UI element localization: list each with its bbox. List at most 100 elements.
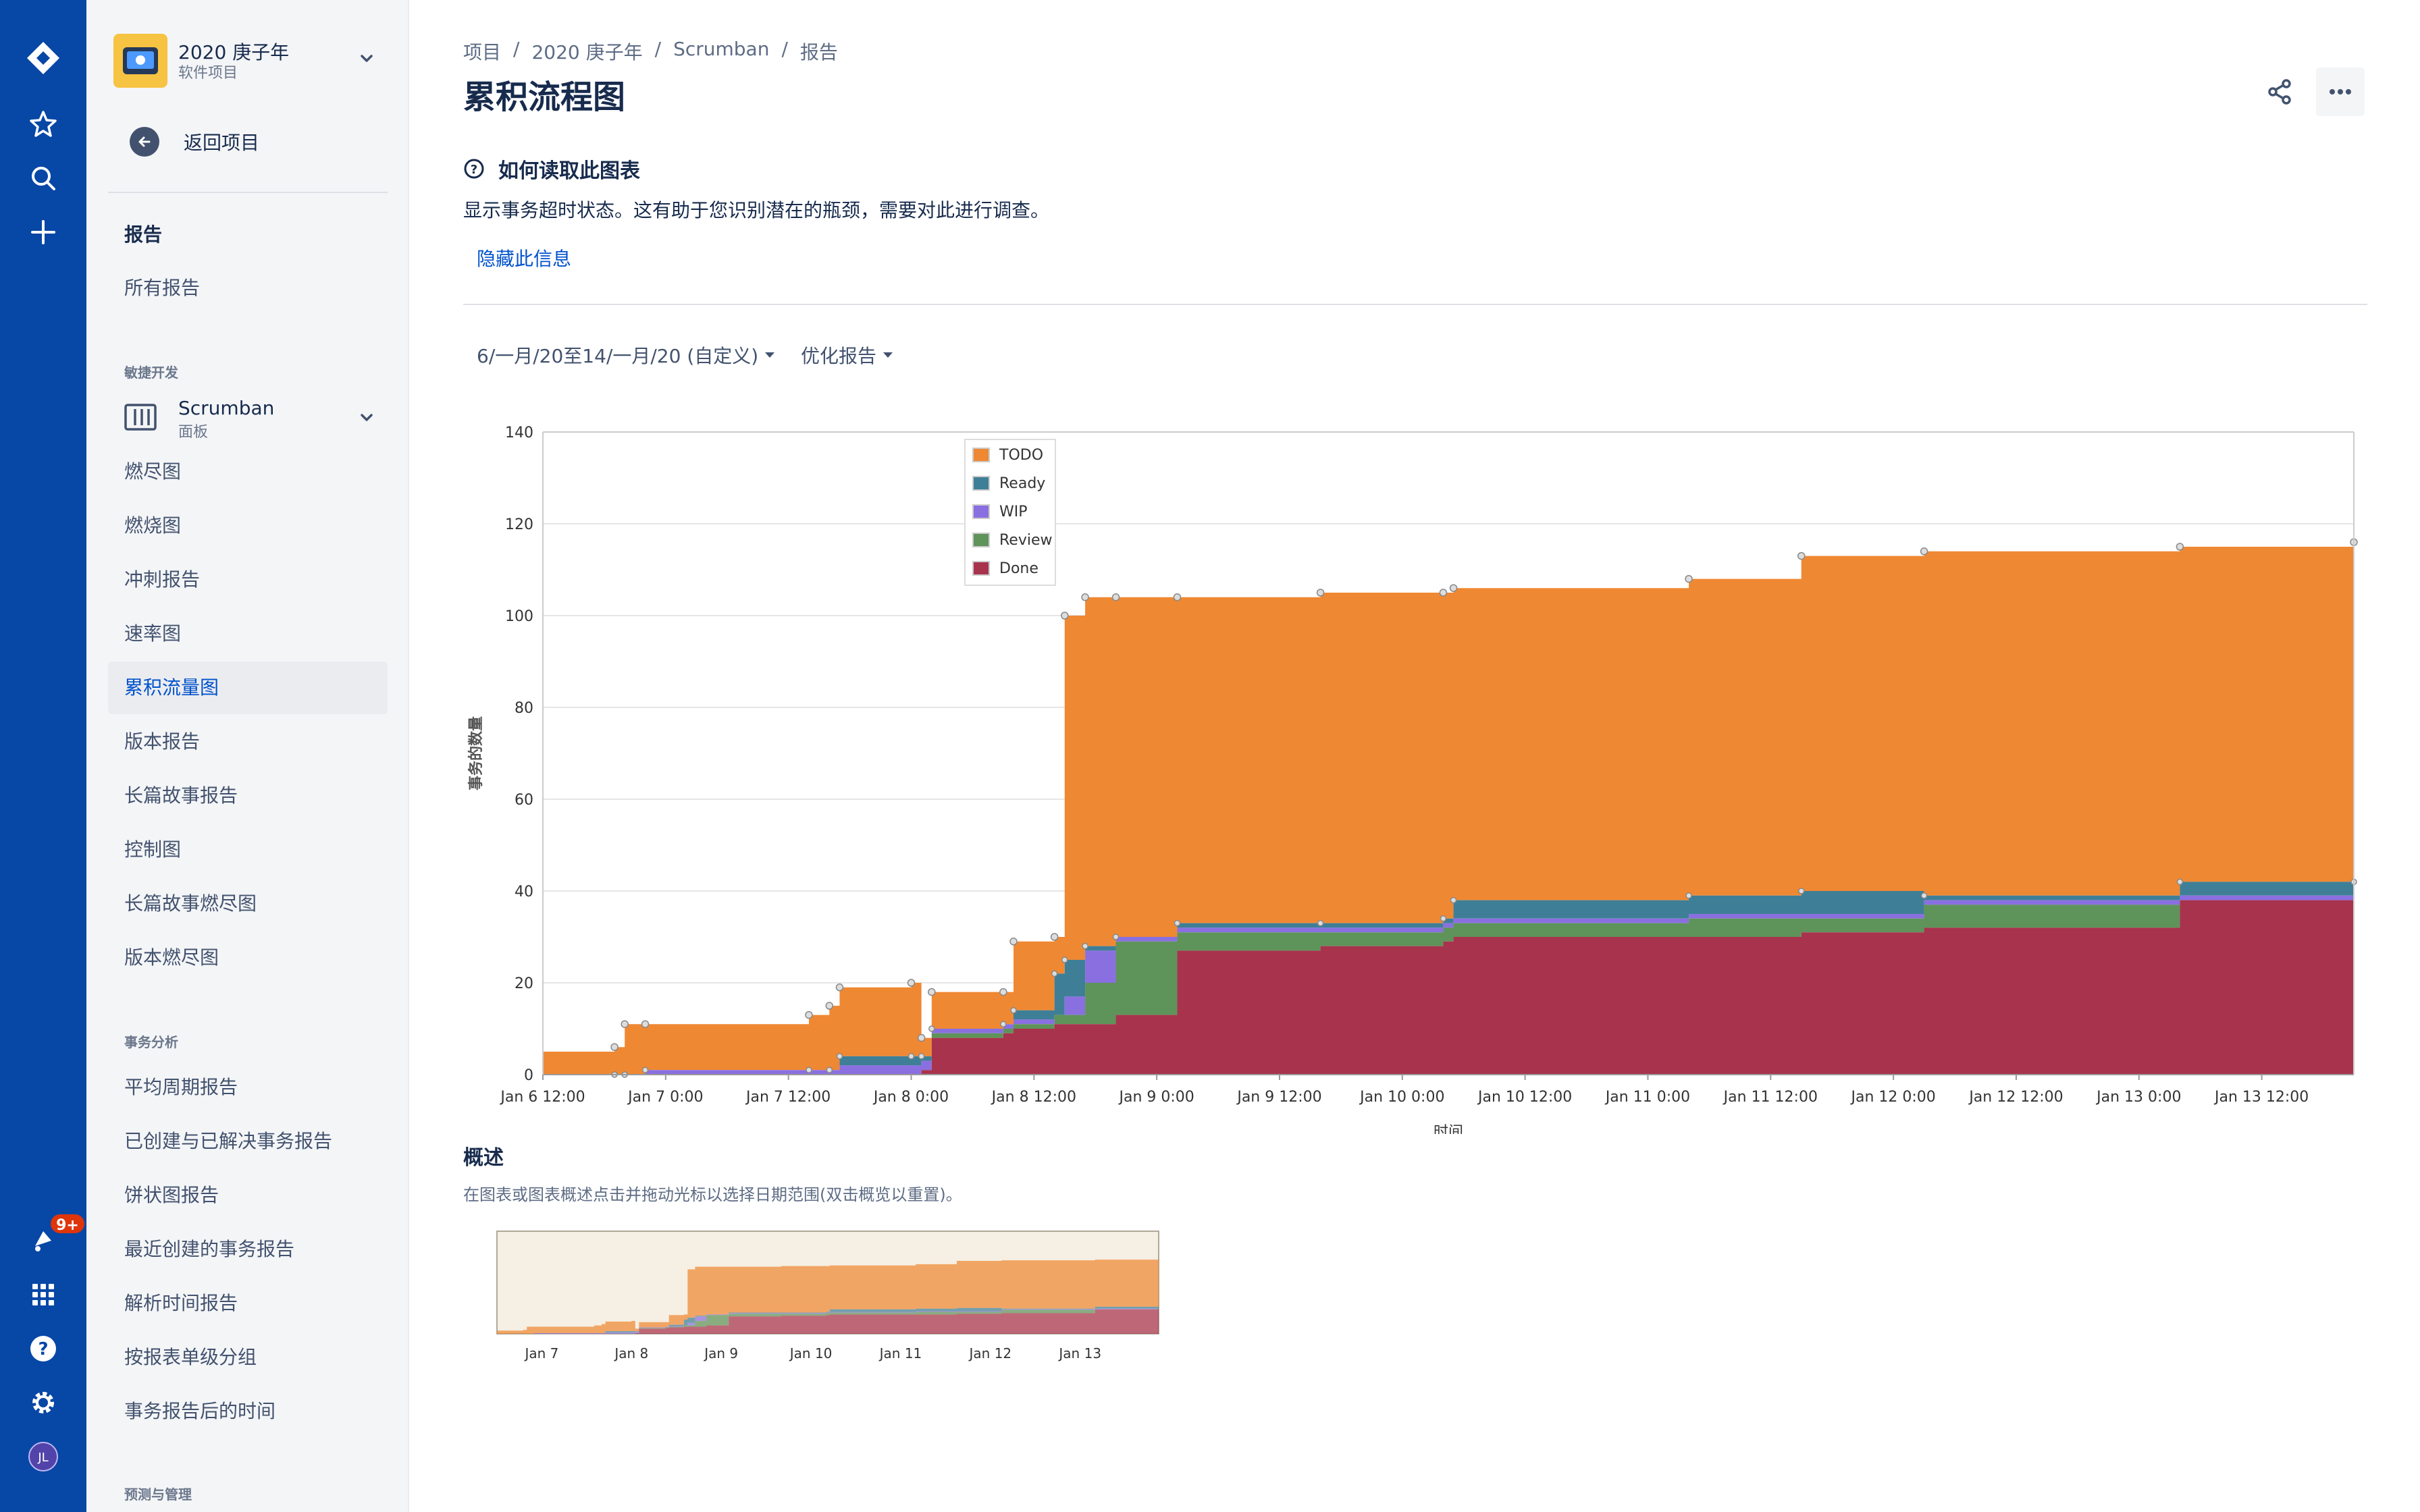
- plus-icon[interactable]: [22, 211, 65, 254]
- transition-marker: [999, 988, 1007, 996]
- question-circle-icon: ?: [464, 159, 484, 179]
- refine-report-label: 优化报告: [801, 345, 877, 367]
- app-switcher-icon[interactable]: [22, 1273, 65, 1316]
- sidebar-item-cumulative-flow[interactable]: 累积流量图: [108, 662, 388, 714]
- overview-areas: [496, 1231, 1159, 1334]
- project-type: 软件项目: [178, 65, 238, 82]
- transition-marker: [1449, 584, 1458, 592]
- area-wip: [543, 891, 2354, 1075]
- legend-swatch: [972, 533, 990, 547]
- breadcrumb-board[interactable]: Scrumban: [673, 38, 770, 60]
- x-tick-label: Jan 6 12:00: [499, 1089, 585, 1106]
- transition-marker: [1317, 919, 1324, 927]
- transition-marker: [1174, 919, 1181, 927]
- transition-marker: [825, 1002, 834, 1010]
- overview-tick-label: Jan 8: [613, 1345, 648, 1361]
- breadcrumb-reports[interactable]: 报告: [799, 41, 838, 63]
- overview-area-ready: [497, 1306, 1159, 1334]
- legend-label: TODO: [999, 446, 1044, 464]
- sidebar-item-created-vs-resolved[interactable]: 已创建与已解决事务报告: [124, 1130, 333, 1152]
- transition-marker: [1439, 589, 1448, 597]
- help-icon[interactable]: ?: [22, 1327, 65, 1370]
- agile-group-heading: 敏捷开发: [124, 364, 178, 381]
- transition-marker: [1685, 574, 1693, 583]
- transition-marker: [907, 979, 916, 987]
- x-tick-label: Jan 13 12:00: [2213, 1089, 2309, 1106]
- sidebar-item-time-since[interactable]: 事务报告后的时间: [124, 1400, 276, 1422]
- share-icon: [2268, 79, 2291, 105]
- sidebar-item-resolution-time[interactable]: 解析时间报告: [124, 1292, 238, 1314]
- more-actions-button[interactable]: [2316, 68, 2365, 116]
- transition-marker: [1000, 1021, 1007, 1027]
- sidebar-item-version-report[interactable]: 版本报告: [124, 730, 201, 753]
- sidebar-item-recently-created[interactable]: 最近创建的事务报告: [124, 1238, 295, 1260]
- overview-title: 概述: [463, 1146, 504, 1170]
- project-name: 2020 庚子年: [178, 41, 290, 63]
- project-avatar: [113, 34, 167, 88]
- cumulative-flow-chart[interactable]: 0 20 40 60 80 100 120 140 Jan 6 12:00 Jan 7 0:00 J…: [463, 412, 2394, 1134]
- overview-tick-label: Jan 13: [1057, 1345, 1101, 1361]
- sidebar-item-epic-report[interactable]: 长篇故事报告: [124, 784, 238, 807]
- notification-icon[interactable]: [22, 1219, 65, 1262]
- transition-marker: [826, 1066, 833, 1073]
- x-axis-title: 时间: [1433, 1124, 1463, 1134]
- hide-info-link[interactable]: 隐藏此信息: [477, 248, 572, 270]
- back-to-project-button[interactable]: 返回项目: [124, 122, 381, 162]
- sidebar-item-average-age[interactable]: 平均周期报告: [124, 1076, 238, 1098]
- ellipsis-icon: [2330, 89, 2351, 94]
- sidebar-item-burndown[interactable]: 燃尽图: [124, 460, 182, 483]
- sidebar-item-control-chart[interactable]: 控制图: [124, 838, 182, 861]
- x-tick-label: Jan 9 0:00: [1117, 1089, 1194, 1106]
- legend-item-review[interactable]: Review: [972, 526, 1053, 554]
- jira-logo-icon[interactable]: [22, 36, 65, 80]
- star-icon[interactable]: [22, 103, 65, 146]
- user-avatar[interactable]: JL: [28, 1442, 58, 1472]
- area-done: [543, 900, 2354, 1075]
- board-icon: [124, 404, 157, 431]
- area-todo: [543, 542, 2354, 1075]
- overview-tick-label: Jan 9: [703, 1345, 738, 1361]
- refine-report-dropdown[interactable]: 优化报告: [801, 342, 893, 369]
- x-tick-label: Jan 12 0:00: [1849, 1089, 1935, 1106]
- chart-markers: [610, 538, 2358, 1078]
- chevron-down-icon[interactable]: [357, 408, 377, 428]
- legend-swatch: [972, 561, 990, 576]
- transition-marker: [1111, 593, 1120, 601]
- sidebar-item-velocity[interactable]: 速率图: [124, 622, 182, 645]
- transition-marker: [805, 1010, 813, 1019]
- legend-item-wip[interactable]: WIP: [972, 498, 1028, 525]
- sidebar-item-sprint-report[interactable]: 冲刺报告: [124, 568, 201, 591]
- overview-tick-label: Jan 11: [878, 1345, 922, 1361]
- sidebar-item-all-reports[interactable]: 所有报告: [124, 277, 201, 299]
- sidebar-item-pie-chart[interactable]: 饼状图报告: [124, 1184, 219, 1206]
- breadcrumb-projects[interactable]: 项目: [463, 41, 502, 63]
- caret-down-icon: [765, 352, 775, 358]
- overview-tick-label: Jan 7: [523, 1345, 558, 1361]
- legend-item-done[interactable]: Done: [972, 555, 1038, 582]
- project-sidebar: 2020 庚子年 软件项目 返回项目 报告 所有报告 敏捷开发 Scrumban…: [86, 0, 409, 1512]
- y-tick-label: 100: [505, 608, 533, 625]
- legend-item-todo[interactable]: TODO: [972, 441, 1043, 468]
- settings-icon[interactable]: [22, 1381, 65, 1424]
- share-button[interactable]: [2255, 68, 2304, 116]
- svg-text:?: ?: [38, 1339, 48, 1359]
- search-icon[interactable]: [22, 157, 65, 200]
- x-tick-label: Jan 11 0:00: [1604, 1089, 1690, 1106]
- legend-item-ready[interactable]: Ready: [972, 470, 1045, 497]
- date-range-dropdown[interactable]: 6/一月/20至14/一月/20 (自定义): [477, 342, 775, 369]
- x-tick-label: Jan 8 0:00: [872, 1089, 949, 1106]
- sidebar-item-epic-burndown[interactable]: 长篇故事燃尽图: [124, 892, 257, 915]
- transition-marker: [1440, 915, 1447, 922]
- breadcrumb: 项目 / 2020 庚子年 / Scrumban / 报告: [463, 38, 838, 65]
- transition-marker: [621, 1020, 629, 1028]
- breadcrumb-project[interactable]: 2020 庚子年: [531, 41, 643, 63]
- issue-analysis-group-heading: 事务分析: [124, 1034, 178, 1050]
- overview-chart[interactable]: Jan 7 Jan 8 Jan 9 Jan 10 Jan 11 Jan 12 Jan 13: [490, 1228, 1165, 1377]
- sidebar-item-burnup[interactable]: 燃烧图: [124, 514, 182, 537]
- chevron-down-icon[interactable]: [357, 49, 377, 69]
- board-type: 面板: [178, 424, 209, 441]
- sidebar-item-release-burndown[interactable]: 版本燃尽图: [124, 946, 219, 969]
- overview-area-todo: [497, 1259, 1159, 1334]
- main-divider: [463, 304, 2367, 305]
- sidebar-item-single-level-group-by[interactable]: 按报表单级分组: [124, 1346, 257, 1368]
